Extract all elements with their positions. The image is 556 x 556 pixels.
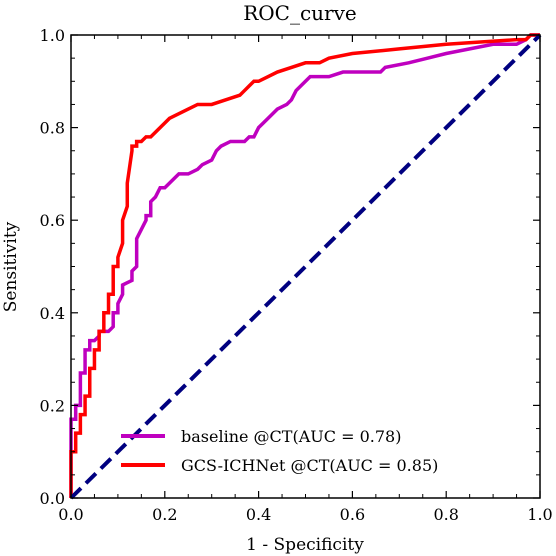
x-tick-label: 0.6 bbox=[340, 505, 365, 524]
x-tick-label: 0.2 bbox=[152, 505, 177, 524]
legend: baseline @CT(AUC = 0.78) GCS-ICHNet @CT(… bbox=[121, 427, 438, 475]
y-tick-label: 0.4 bbox=[40, 304, 65, 323]
y-axis-label: Sensitivity bbox=[1, 221, 21, 312]
y-tick-label: 0.2 bbox=[40, 396, 65, 415]
x-tick-label: 1.0 bbox=[527, 505, 552, 524]
x-tick-label: 0.0 bbox=[58, 505, 83, 524]
y-tick-label: 0.0 bbox=[40, 489, 65, 508]
series-layer bbox=[69, 33, 542, 500]
y-tick-label: 1.0 bbox=[40, 26, 65, 45]
chart-title: ROC_curve bbox=[243, 1, 357, 25]
x-tick-label: 0.4 bbox=[246, 505, 271, 524]
tick-layer: 0.00.0 0.2 0.2 0.4 0.4 0.6 0.6 0.8 0.8 1.0 1.0 bbox=[40, 26, 553, 524]
series-line-gcs-ichnet bbox=[69, 33, 540, 498]
y-tick-label: 0.6 bbox=[40, 211, 65, 230]
series-line-chance-diagonal bbox=[69, 33, 542, 500]
legend-label-gcs-ichnet: GCS-ICHNet @CT(AUC = 0.85) bbox=[181, 456, 438, 475]
legend-label-baseline: baseline @CT(AUC = 0.78) bbox=[181, 427, 401, 446]
x-axis-label: 1 - Specificity bbox=[246, 535, 364, 555]
x-tick-label: 0.8 bbox=[433, 505, 458, 524]
y-tick-label: 0.8 bbox=[40, 119, 65, 138]
